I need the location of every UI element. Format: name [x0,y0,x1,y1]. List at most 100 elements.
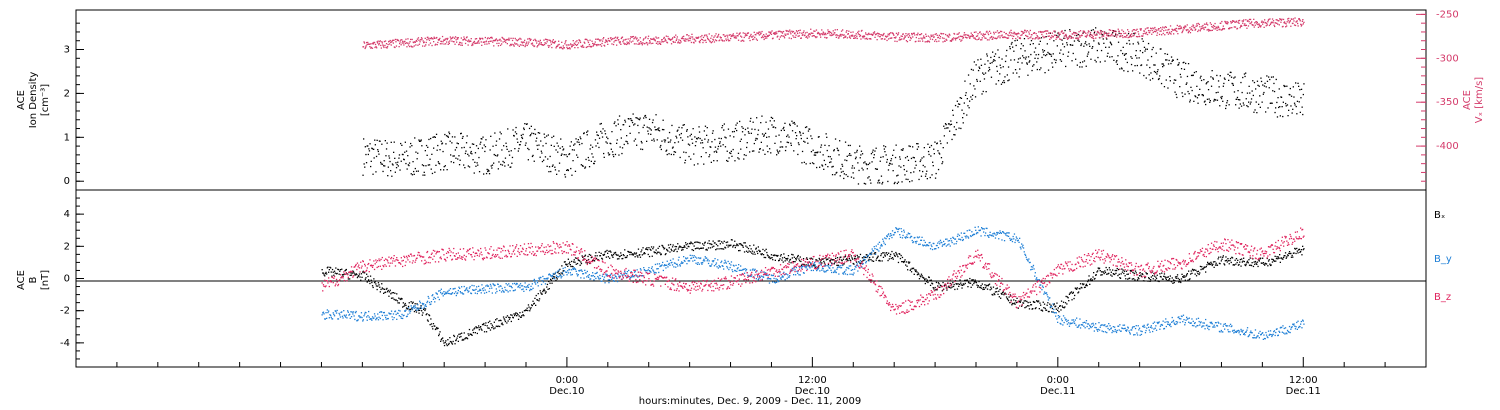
density-point [536,144,538,147]
bx-point [1097,270,1099,272]
bx-point [447,339,449,341]
velocity-point [363,42,366,44]
density-point [1097,56,1099,59]
density-point [687,136,689,138]
velocity-point [442,39,445,41]
density-point [1089,33,1091,35]
velocity-point [1275,19,1277,21]
density-point [750,132,752,134]
velocity-point [574,47,576,49]
bx-point [468,334,470,337]
velocity-point [1253,26,1255,28]
velocity-point [449,40,451,42]
bx-point [341,274,344,276]
velocity-point [663,37,665,40]
density-point [591,146,594,148]
density-point [698,126,700,128]
velocity-point [1233,20,1235,22]
velocity-point [1155,30,1158,32]
velocity-point [1177,28,1179,30]
velocity-point [1110,35,1112,37]
velocity-point [497,45,500,47]
velocity-point [382,44,384,46]
bx-point [751,252,753,254]
velocity-point [378,44,380,46]
density-point [1001,58,1003,60]
bx-point [733,244,735,246]
velocity-point [676,38,678,40]
velocity-point [1043,30,1046,33]
density-point [395,162,397,164]
density-point [771,124,773,126]
velocity-point [1063,35,1065,37]
bx-point [409,308,411,311]
density-point [1258,103,1260,105]
velocity-point [362,46,365,48]
bx-point [802,258,805,260]
bx-point [1092,276,1094,278]
velocity-point [794,36,797,38]
velocity-point [672,37,674,39]
density-point [933,153,935,155]
velocity-point [1061,30,1063,32]
velocity-point [1185,26,1187,28]
density-point [1224,78,1226,80]
density-point [882,181,884,184]
bx-point [483,331,486,333]
density-point [600,130,602,133]
density-point [544,136,546,139]
density-point [603,152,605,155]
velocity-point [388,40,390,42]
bx-point [1034,301,1036,303]
density-point [621,152,623,155]
density-point [543,133,545,135]
velocity-point [1280,19,1283,21]
bx-point [1212,263,1214,265]
velocity-point [1302,19,1304,21]
density-point [686,129,688,131]
bx-point [990,288,993,290]
velocity-point [713,36,715,38]
density-point [976,78,978,81]
velocity-point [1086,34,1088,36]
velocity-point [1231,27,1233,29]
velocity-point [966,37,968,39]
velocity-point [1072,33,1074,35]
bx-point [508,318,511,320]
density-point [1095,61,1097,63]
density-point [676,130,678,132]
velocity-point [445,37,447,40]
density-point [829,156,831,158]
velocity-point [1195,28,1197,30]
density-point [1265,111,1267,113]
bx-point [886,254,888,256]
velocity-point [762,36,764,39]
bx-point [407,305,410,308]
velocity-point [614,39,616,42]
velocity-point [1268,18,1270,21]
velocity-point [920,33,923,35]
bx-point [483,322,485,325]
bx-point [509,317,511,319]
bx-point [1053,303,1055,305]
velocity-point [989,37,991,39]
bx-point [513,313,515,315]
velocity-point [769,31,771,33]
velocity-point [974,38,977,40]
velocity-point [587,40,589,42]
density-point [700,156,702,158]
bx-point [1298,248,1300,250]
velocity-point [727,38,729,40]
bx-point [482,323,484,326]
bx-point [759,250,761,252]
density-point [623,143,625,146]
density-point [652,119,654,121]
density-point [1193,100,1195,102]
density-point [940,157,943,159]
velocity-point [706,34,708,36]
bx-point [514,314,516,317]
density-point [523,128,525,131]
velocity-point [945,33,947,36]
velocity-point [427,36,429,38]
density-point [970,96,972,98]
